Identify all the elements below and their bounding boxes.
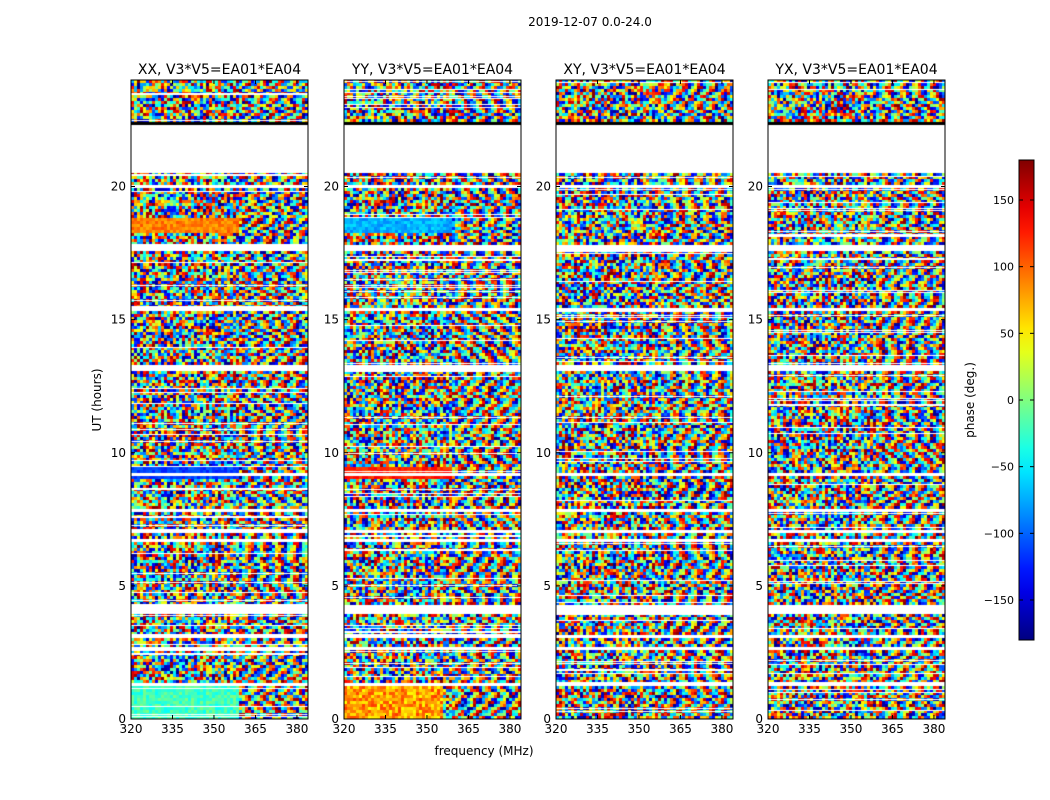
x-tick-label: 335 [586,722,609,736]
colorbar-tick-label: −150 [984,594,1014,607]
x-axis-label: frequency (MHz) [434,744,533,758]
x-tick-label: 365 [244,722,267,736]
y-tick-label: 10 [324,446,339,460]
x-tick-label: 380 [710,722,733,736]
heatmap-image [131,80,308,719]
x-tick-label: 350 [203,722,226,736]
colorbar-tick-label: 50 [1000,327,1014,340]
figure-title: 2019-12-07 0.0-24.0 [528,15,652,29]
x-tick-label: 335 [798,722,821,736]
x-tick-label: 365 [881,722,904,736]
x-tick-label: 320 [120,722,143,736]
heatmap-image [344,80,521,719]
y-tick-label: 20 [536,180,551,194]
colorbar-tick-label: 0 [1007,394,1014,407]
y-tick-label: 0 [755,712,763,726]
y-tick-label: 20 [111,180,126,194]
y-tick-label: 5 [118,579,126,593]
y-tick-label: 15 [536,313,551,327]
panel-title: YX, V3*V5=EA01*EA04 [774,62,937,78]
panel-3: XY, V3*V5=EA01*EA04 320 335 350 365 380 0 5 10 15… [536,62,734,736]
panel-frame [343,79,522,720]
x-tick-label: 350 [628,722,651,736]
x-tick-label: 350 [416,722,439,736]
y-tick-label: 5 [755,579,763,593]
x-tick-label: 335 [161,722,184,736]
x-tick-label: 365 [457,722,480,736]
x-tick-label: 335 [374,722,397,736]
panel-frame [555,79,734,720]
panel-4: YX, V3*V5=EA01*EA04 320 335 350 365 380 0 5 10 15… [748,62,946,736]
colorbar-label: phase (deg.) [963,362,977,438]
x-tick-label: 365 [669,722,692,736]
heatmap-image [556,80,733,719]
heatmap-image [768,80,945,719]
y-tick-label: 0 [543,712,551,726]
y-axis-label: UT (hours) [90,368,104,431]
x-tick-label: 350 [840,722,863,736]
panel-title: YY, V3*V5=EA01*EA04 [351,62,513,78]
panel-1: XX, V3*V5=EA01*EA04 320 335 350 365 380 0 5 10 15… [111,62,309,736]
y-tick-label: 10 [536,446,551,460]
panel-title: XY, V3*V5=EA01*EA04 [563,62,725,78]
colorbar-tick-label: 150 [993,194,1014,207]
x-tick-label: 320 [757,722,780,736]
y-tick-label: 0 [118,712,126,726]
panel-2: YY, V3*V5=EA01*EA04 320 335 350 365 380 0 5 10 15… [324,62,522,736]
x-tick-label: 320 [333,722,356,736]
y-tick-label: 15 [748,313,763,327]
y-tick-label: 15 [324,313,339,327]
panel-frame [130,79,309,720]
y-tick-label: 20 [748,180,763,194]
y-tick-label: 10 [748,446,763,460]
colorbar: −150 −100 −50 0 50 100 150 [984,159,1035,641]
y-tick-label: 15 [111,313,126,327]
y-tick-label: 10 [111,446,126,460]
x-tick-label: 380 [285,722,308,736]
y-tick-label: 20 [324,180,339,194]
colorbar-tick-label: −50 [991,461,1014,474]
x-tick-label: 380 [498,722,521,736]
x-tick-label: 320 [545,722,568,736]
colorbar-tick-label: 100 [993,261,1014,274]
y-tick-label: 5 [331,579,339,593]
y-tick-label: 0 [331,712,339,726]
colorbar-tick-label: −100 [984,527,1014,540]
y-tick-label: 5 [543,579,551,593]
panel-title: XX, V3*V5=EA01*EA04 [138,62,301,78]
panel-frame [767,79,946,720]
x-tick-label: 380 [922,722,945,736]
panels-group: XX, V3*V5=EA01*EA04 320 335 350 365 380 0 5 10 15… [111,62,946,736]
